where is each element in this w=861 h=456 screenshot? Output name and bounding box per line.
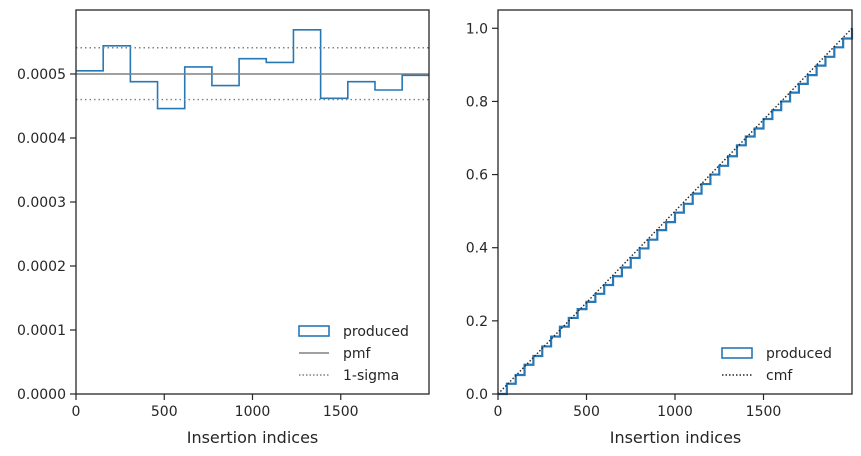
right-cdf-panel: 0 500 1000 1500 0.0 0.2 0.4 0.6 0.8 1.0 Insertion… xyxy=(466,9,854,447)
left-histogram-panel: 0 500 1000 1500 0.0000 0.0001 0.0002 0.0003 0.00… xyxy=(17,9,430,447)
left-y-tick-label: 0.0004 xyxy=(17,131,66,147)
right-legend: produced cmf xyxy=(721,346,832,384)
right-legend-swatch-produced xyxy=(721,347,753,359)
right-y-tick-label: 0.4 xyxy=(466,241,488,257)
right-x-tick-label: 1500 xyxy=(746,404,782,420)
left-y-tick-label: 0.0002 xyxy=(17,259,66,275)
right-legend-label-produced: produced xyxy=(766,346,832,362)
left-y-tick-label: 0.0005 xyxy=(17,67,66,83)
right-x-tick-label: 1000 xyxy=(657,404,693,420)
left-x-axis-label: Insertion indices xyxy=(187,428,319,447)
left-legend-swatch-produced xyxy=(298,325,330,337)
left-legend-label-1-sigma: 1-sigma xyxy=(343,368,399,384)
left-legend: produced pmf 1-sigma xyxy=(298,324,409,384)
right-x-axis-label: Insertion indices xyxy=(610,428,742,447)
right-y-tick-label: 0.0 xyxy=(466,387,488,403)
left-y-tick-label: 0.0001 xyxy=(17,323,66,339)
left-y-tick-label: 0.0003 xyxy=(17,195,66,211)
right-plot-marks xyxy=(497,27,854,396)
right-series-cmf xyxy=(497,27,853,395)
left-legend-label-produced: produced xyxy=(343,324,409,340)
right-axes: 0 500 1000 1500 0.0 0.2 0.4 0.6 0.8 1.0 xyxy=(466,9,853,420)
left-legend-label-pmf: pmf xyxy=(343,346,372,362)
left-plot-marks xyxy=(76,29,429,110)
left-x-tick-label: 500 xyxy=(151,404,178,420)
right-y-tick-label: 1.0 xyxy=(466,21,488,37)
right-y-tick-label: 0.2 xyxy=(466,314,488,330)
left-x-tick-label: 1000 xyxy=(235,404,271,420)
left-x-tick-label: 1500 xyxy=(323,404,359,420)
right-legend-label-cmf: cmf xyxy=(766,368,793,384)
right-y-tick-label: 0.6 xyxy=(466,168,488,184)
right-y-tick-label: 0.8 xyxy=(466,94,488,110)
left-y-tick-label: 0.0000 xyxy=(17,387,66,403)
right-x-tick-label: 0 xyxy=(494,404,503,420)
right-series-produced xyxy=(498,28,854,396)
left-series-produced xyxy=(76,29,429,110)
right-x-tick-label: 500 xyxy=(573,404,600,420)
left-x-tick-label: 0 xyxy=(72,404,81,420)
left-axes: 0 500 1000 1500 0.0000 0.0001 0.0002 0.0003 0.00… xyxy=(17,9,430,420)
